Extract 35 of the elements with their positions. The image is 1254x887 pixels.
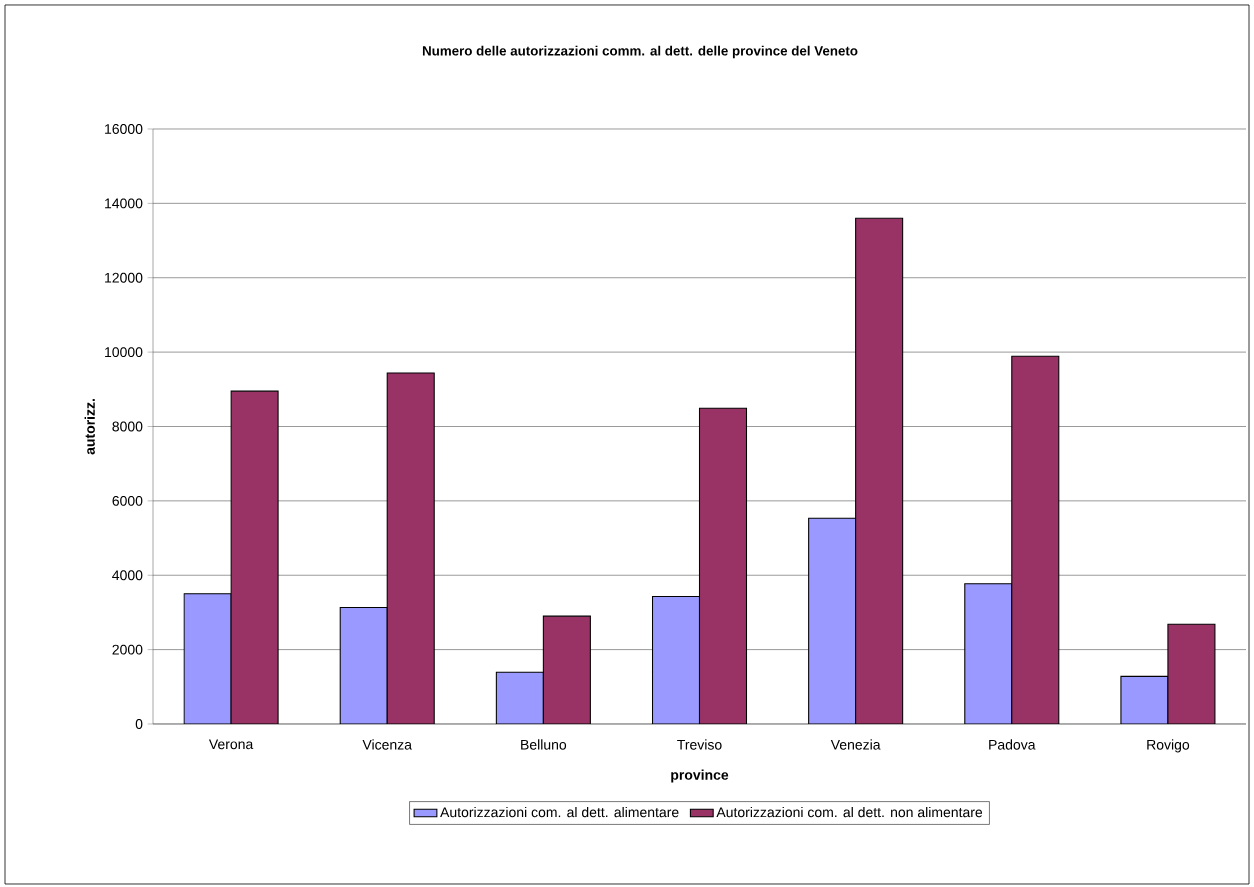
- bar: [698, 407, 748, 724]
- legend-label: Autorizzazioni com. al dett. non alimentare: [716, 806, 983, 818]
- y-tick-label: 0: [135, 719, 143, 729]
- y-tick-label: 2000: [112, 644, 143, 655]
- bar: [1120, 675, 1169, 724]
- x-tick-label: Belluno: [521, 739, 567, 750]
- bar: [230, 390, 279, 724]
- bar: [651, 595, 701, 724]
- x-tick-label: Venezia: [830, 739, 881, 750]
- legend-label: Autorizzazioni com. al dett. alimentare: [440, 806, 679, 818]
- bar: [1011, 355, 1060, 724]
- x-tick-label: Treviso: [677, 739, 722, 750]
- x-tick-label: Vicenza: [362, 739, 412, 750]
- bar: [339, 607, 388, 724]
- bar: [183, 593, 232, 724]
- y-tick-label: 4000: [112, 570, 143, 581]
- y-tick-label: 12000: [105, 272, 143, 283]
- bar: [542, 615, 591, 724]
- chart-title: Numero delle autorizzazioni comm. al dett. delle province del Veneto: [422, 45, 858, 59]
- bar: [386, 372, 435, 724]
- bar: [1167, 623, 1216, 724]
- x-tick-label: Rovigo: [1147, 739, 1190, 753]
- bar: [855, 217, 904, 724]
- x-axis-title: province: [671, 769, 729, 783]
- x-tick-label: Padova: [989, 739, 1036, 750]
- y-tick-label: 14000: [105, 198, 143, 209]
- y-axis-title: autorizz.: [84, 399, 95, 455]
- bar: [808, 517, 857, 724]
- bar: [495, 671, 544, 724]
- y-tick-label: 6000: [112, 495, 143, 506]
- y-tick-label: 16000: [105, 124, 143, 134]
- y-tick-label: 10000: [105, 347, 143, 358]
- x-tick-label: Verona: [208, 739, 254, 750]
- bar: [964, 583, 1013, 724]
- y-tick-label: 8000: [112, 421, 143, 432]
